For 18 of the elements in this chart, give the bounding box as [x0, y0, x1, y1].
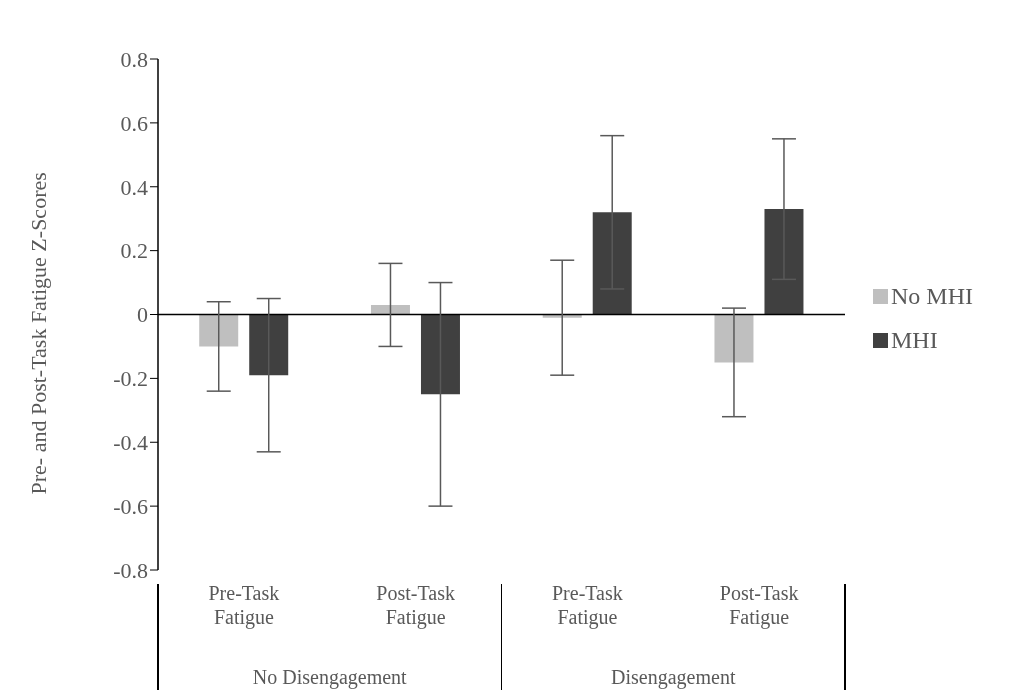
y-tick-label: -0.4: [113, 430, 148, 456]
y-tick-label: 0.8: [120, 46, 148, 72]
x-tick-label: Post-Task Fatigue: [719, 582, 799, 629]
x-tick-label: Post-Task Fatigue: [376, 582, 455, 629]
y-tick-label: 0.2: [120, 238, 148, 264]
y-axis-title: Pre- and Post-Task Fatigue Z-Scores: [25, 172, 51, 495]
text: Disengagement: [611, 666, 736, 689]
x-tick-label: Pre-Task Fatigue: [551, 582, 623, 629]
x-tick-label: Pre-Task Fatigue: [208, 582, 280, 629]
text: No Disengagement: [252, 666, 408, 689]
y-tick-label: 0.4: [120, 174, 148, 200]
y-tick-label: 0.6: [120, 110, 148, 136]
y-tick-label: -0.6: [113, 493, 148, 519]
y-tick-label: 0: [137, 302, 148, 328]
y-tick-label: -0.2: [113, 366, 148, 392]
y-tick-label: -0.8: [113, 557, 148, 583]
legend-label: No MHI: [891, 283, 973, 310]
legend-label: MHI: [891, 327, 938, 354]
